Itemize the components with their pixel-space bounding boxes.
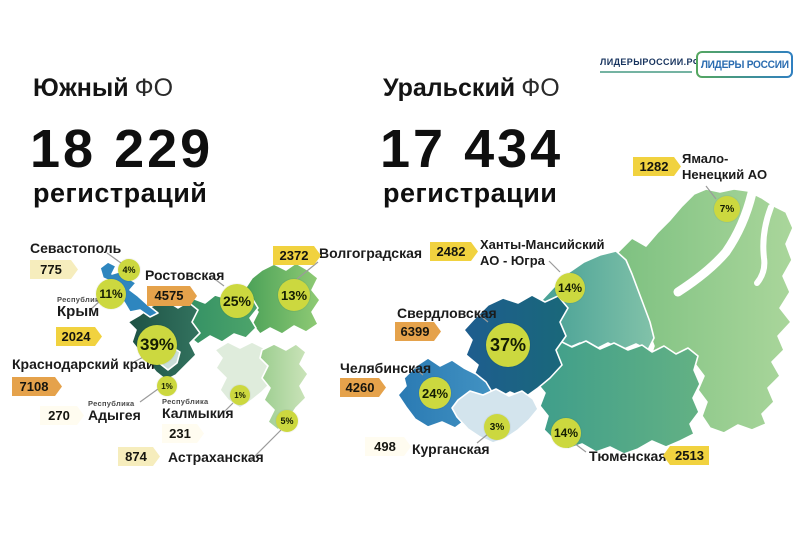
ural-total-value: 17 434 — [380, 119, 564, 179]
value-badge-astrakhan: 874 — [118, 447, 160, 466]
region-label-astrakhan: Астраханская — [168, 449, 264, 465]
percent-badge-rostov: 25% — [220, 284, 254, 318]
region-label-adygea-prefix: Республика — [88, 399, 135, 408]
percent-badge-volgograd: 13% — [278, 279, 310, 311]
region-label-rostov: Ростовская — [145, 267, 225, 283]
brand-logo[interactable]: ЛИДЕРЫ РОССИИ — [696, 51, 793, 78]
region-label-chelyabinsk: Челябинская — [340, 360, 432, 376]
percent-badge-adygea: 1% — [157, 376, 177, 396]
percent-badge-kurgan: 3% — [484, 414, 510, 440]
region-label-sevastopol: Севастополь — [30, 240, 122, 256]
region-label-krasnodar: Краснодарский край — [12, 356, 155, 372]
ural-title-main: Уральский — [383, 74, 516, 102]
connector-lines — [89, 185, 717, 462]
value-badge-rostov: 4575 — [147, 286, 197, 306]
percent-badge-sevastopol: 4% — [118, 259, 140, 281]
value-badge-chelyabinsk: 4260 — [340, 378, 386, 397]
south-total-value: 18 229 — [30, 119, 214, 179]
ural-total-unit: регистрации — [383, 178, 558, 208]
value-badge-adygea: 270 — [40, 406, 84, 425]
region-label-sverdlovsk: Свердловская — [397, 305, 497, 321]
south-total-unit: регистраций — [33, 178, 208, 208]
south-district-title: Южный ФО — [33, 74, 173, 103]
region-label-volgograd: Волгоградская — [319, 245, 423, 261]
percent-badge-krasnodar: 39% — [137, 325, 177, 365]
ural-title-suffix: ФО — [521, 74, 560, 102]
region-label-hmao-line2: АО - Югра — [480, 253, 545, 268]
region-label-adygea-name: Адыгея — [88, 407, 141, 423]
region-label-yanao-line2: Ненецкий АО — [682, 167, 768, 182]
value-badge-crimea: 2024 — [56, 327, 102, 346]
region-label-crimea-name: Крым — [57, 303, 100, 320]
value-badge-hmao: 2482 — [430, 242, 478, 261]
percent-badge-hmao: 14% — [555, 273, 585, 303]
percent-badge-sverdlovsk: 37% — [486, 323, 530, 367]
value-badge-kalmykia: 231 — [162, 424, 204, 443]
region-label-crimea: Республика Крым — [57, 295, 104, 319]
value-badge-yanao: 1282 — [633, 157, 681, 176]
map-region-kalmykia — [214, 341, 273, 409]
ural-district-title: Уральский ФО — [383, 74, 560, 103]
region-label-kalmykia: Республика Калмыкия — [162, 397, 234, 421]
brand-site-link[interactable]: ЛИДЕРЫРОССИИ.РФ — [600, 57, 701, 73]
south-title-main: Южный — [33, 74, 129, 102]
region-label-kalmykia-prefix: Республика — [162, 397, 209, 406]
region-label-yanao-line1: Ямало- — [682, 151, 729, 166]
value-badge-sverdlovsk: 6399 — [395, 322, 441, 341]
taz-bay — [754, 204, 774, 286]
value-badge-krasnodar: 7108 — [12, 377, 62, 396]
south-title-suffix: ФО — [134, 74, 174, 102]
percent-badge-crimea: 11% — [96, 279, 126, 309]
brand-logo-text: ЛИДЕРЫ РОССИИ — [700, 58, 789, 71]
value-badge-volgograd: 2372 — [273, 246, 321, 265]
region-label-hmao: Ханты-Мансийский АО - Югра — [480, 237, 605, 269]
percent-badge-kalmykia: 1% — [230, 385, 250, 405]
percent-badge-chelyabinsk: 24% — [419, 377, 451, 409]
brand-logo-frame: ЛИДЕРЫ РОССИИ — [698, 53, 791, 76]
region-label-tyumen: Тюменская — [589, 448, 667, 464]
percent-badge-tyumen: 14% — [551, 418, 581, 448]
region-label-yanao: Ямало- Ненецкий АО — [682, 151, 767, 183]
value-badge-tyumen: 2513 — [663, 446, 709, 465]
region-label-crimea-prefix: Республика — [57, 295, 104, 304]
region-label-hmao-line1: Ханты-Мансийский — [480, 237, 605, 252]
percent-badge-yanao: 7% — [714, 196, 740, 222]
percent-badge-astrakhan: 5% — [276, 410, 298, 432]
value-badge-kurgan: 498 — [365, 437, 411, 456]
ob-bay — [673, 188, 757, 297]
region-label-kalmykia-name: Калмыкия — [162, 405, 234, 421]
region-label-adygea: Республика Адыгея — [88, 399, 141, 423]
region-label-kurgan: Курганская — [412, 441, 490, 457]
value-badge-sevastopol: 775 — [30, 260, 78, 279]
